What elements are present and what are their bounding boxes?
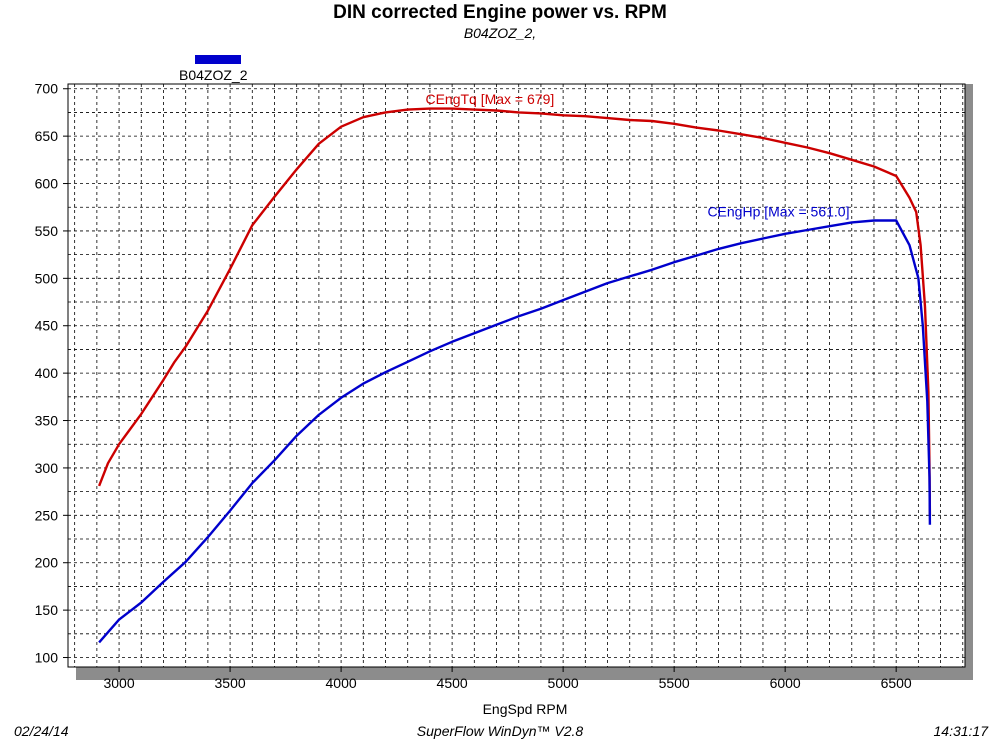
y-tick-label: 100: [35, 650, 59, 666]
y-tick-label: 550: [35, 223, 59, 239]
chart-title: DIN corrected Engine power vs. RPM: [333, 2, 667, 23]
series-line-cenghp: [98, 219, 932, 644]
x-tick-label: 4000: [326, 675, 357, 691]
grid: [68, 84, 965, 667]
y-tick-label: 700: [35, 81, 59, 97]
plot-area: [67, 83, 966, 668]
axis-ticks: 3000 3500 4000 4500 5000 5500 6000 6500 100 150 20…: [35, 81, 912, 691]
series-line-cengtq: [97, 107, 932, 516]
series-annotation-cengtq: CEngTq [Max = 679]: [425, 91, 554, 107]
y-tick-label: 150: [35, 602, 59, 618]
x-tick-label: 5500: [659, 675, 690, 691]
footer-date: 02/24/14: [14, 723, 69, 739]
y-tick-label: 650: [35, 128, 59, 144]
y-tick-label: 400: [35, 365, 59, 381]
y-tick-label: 200: [35, 555, 59, 571]
legend-label: B04ZOZ_2: [179, 67, 248, 83]
x-tick-label: 6500: [881, 675, 912, 691]
footer-time: 14:31:17: [933, 723, 989, 739]
x-axis-label: EngSpd RPM: [482, 701, 568, 717]
legend-swatch: [195, 55, 241, 64]
y-tick-label: 250: [35, 507, 59, 523]
x-tick-label: 3000: [103, 675, 134, 691]
x-tick-label: 4500: [437, 675, 468, 691]
x-tick-label: 6000: [770, 675, 801, 691]
series-annotation-cenghp: CEngHp [Max = 561.0]: [707, 204, 849, 220]
y-tick-label: 600: [35, 176, 59, 192]
series-group: [97, 107, 932, 644]
x-tick-label: 3500: [215, 675, 246, 691]
footer-software: SuperFlow WinDyn™ V2.8: [416, 723, 584, 739]
annotations: CEngTq [Max = 679] CEngHp [Max = 561.0]: [425, 91, 849, 220]
y-tick-label: 500: [35, 270, 59, 286]
y-tick-label: 300: [35, 460, 59, 476]
x-tick-label: 5000: [548, 675, 579, 691]
y-tick-label: 350: [35, 413, 59, 429]
chart-subtitle: B04ZOZ_2,: [463, 25, 537, 41]
y-tick-label: 450: [35, 318, 59, 334]
